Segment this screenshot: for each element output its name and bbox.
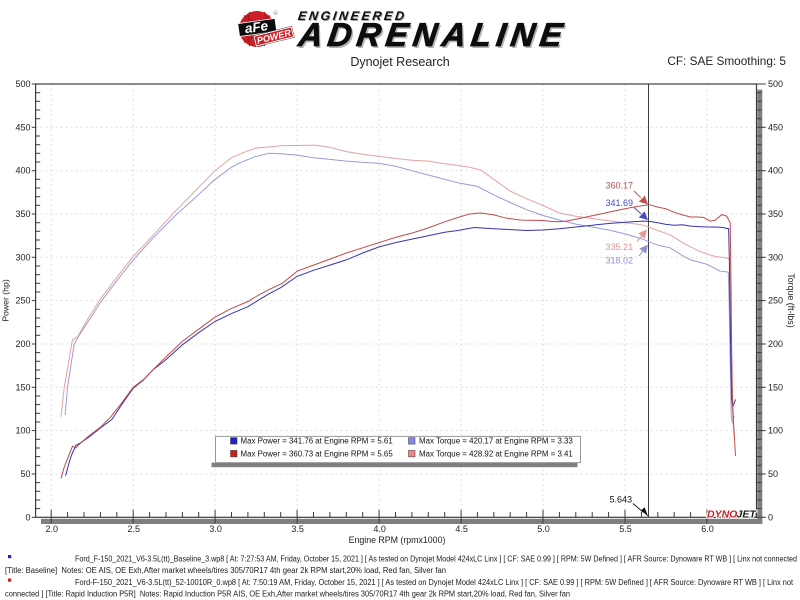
svg-text:150: 150 [768, 382, 783, 392]
svg-text:150: 150 [15, 382, 30, 392]
svg-text:Max Power = 360.73 at Engine R: Max Power = 360.73 at Engine RPM = 5.65 [241, 449, 394, 458]
svg-text:50: 50 [768, 469, 778, 479]
svg-text:318.02: 318.02 [605, 256, 633, 266]
svg-text:450: 450 [768, 122, 783, 132]
svg-text:Max Torque = 428.92 at Engine: Max Torque = 428.92 at Engine RPM = 3.41 [419, 449, 573, 458]
svg-text:JET: JET [737, 509, 758, 521]
svg-text:6.0: 6.0 [701, 524, 714, 534]
svg-text:341.69: 341.69 [605, 198, 633, 208]
svg-text:DYNO: DYNO [707, 509, 737, 521]
svg-text:aFe: aFe [244, 18, 270, 36]
svg-text:5.643: 5.643 [609, 495, 632, 505]
svg-text:Max Torque = 420.17 at Engine: Max Torque = 420.17 at Engine RPM = 3.33 [419, 437, 573, 446]
svg-text:5.0: 5.0 [537, 524, 550, 534]
svg-text:250: 250 [768, 296, 783, 306]
svg-text:Ford_F-150_2021_V6-3.5L(tt)_Ba: Ford_F-150_2021_V6-3.5L(tt)_Baseline_3.w… [75, 555, 797, 564]
svg-text:2.0: 2.0 [45, 524, 58, 534]
svg-text:250: 250 [15, 296, 30, 306]
svg-text:DYNO: DYNO [707, 509, 737, 521]
svg-text:Torque (ft-lbs): Torque (ft-lbs) [786, 273, 796, 327]
svg-text:400: 400 [768, 166, 783, 176]
svg-text:100: 100 [15, 426, 30, 436]
svg-text:335.21: 335.21 [605, 242, 633, 252]
svg-text:3.0: 3.0 [209, 524, 222, 534]
svg-text:5.5: 5.5 [619, 524, 632, 534]
svg-text:350: 350 [768, 209, 783, 219]
svg-text:100: 100 [768, 426, 783, 436]
svg-text:connected ] [Title: Rapid Indu: connected ] [Title: Rapid Induction P5R]… [5, 590, 570, 599]
svg-text:300: 300 [15, 252, 30, 262]
svg-text:0: 0 [768, 512, 773, 522]
svg-text:Engine RPM (rpmx1000): Engine RPM (rpmx1000) [349, 535, 446, 545]
svg-text:JET: JET [737, 509, 758, 521]
svg-text:2.5: 2.5 [127, 524, 140, 534]
svg-text:4.5: 4.5 [455, 524, 468, 534]
svg-text:500: 500 [15, 79, 30, 89]
svg-text:400: 400 [15, 166, 30, 176]
svg-text:R: R [274, 11, 277, 15]
svg-text:200: 200 [15, 339, 30, 349]
svg-text:0: 0 [25, 512, 30, 522]
svg-text:Ford-F-150_2021_V6-3.5L(tt)_52: Ford-F-150_2021_V6-3.5L(tt)_52-10010R_0.… [75, 578, 794, 587]
svg-text:4.0: 4.0 [373, 524, 386, 534]
svg-text:450: 450 [15, 122, 30, 132]
svg-text:200: 200 [768, 339, 783, 349]
svg-text:[Title: Baseline] Notes: OE A: [Title: Baseline] Notes: OE AIS, OE Exh,… [5, 566, 446, 575]
svg-text:300: 300 [768, 252, 783, 262]
svg-text:3.5: 3.5 [291, 524, 304, 534]
svg-text:360.17: 360.17 [605, 181, 633, 191]
svg-text:50: 50 [20, 469, 30, 479]
svg-text:500: 500 [768, 79, 783, 89]
svg-text:Power (hp): Power (hp) [1, 279, 11, 322]
svg-text:350: 350 [15, 209, 30, 219]
svg-text:Max Power = 341.76 at Engine R: Max Power = 341.76 at Engine RPM = 5.61 [241, 437, 393, 446]
